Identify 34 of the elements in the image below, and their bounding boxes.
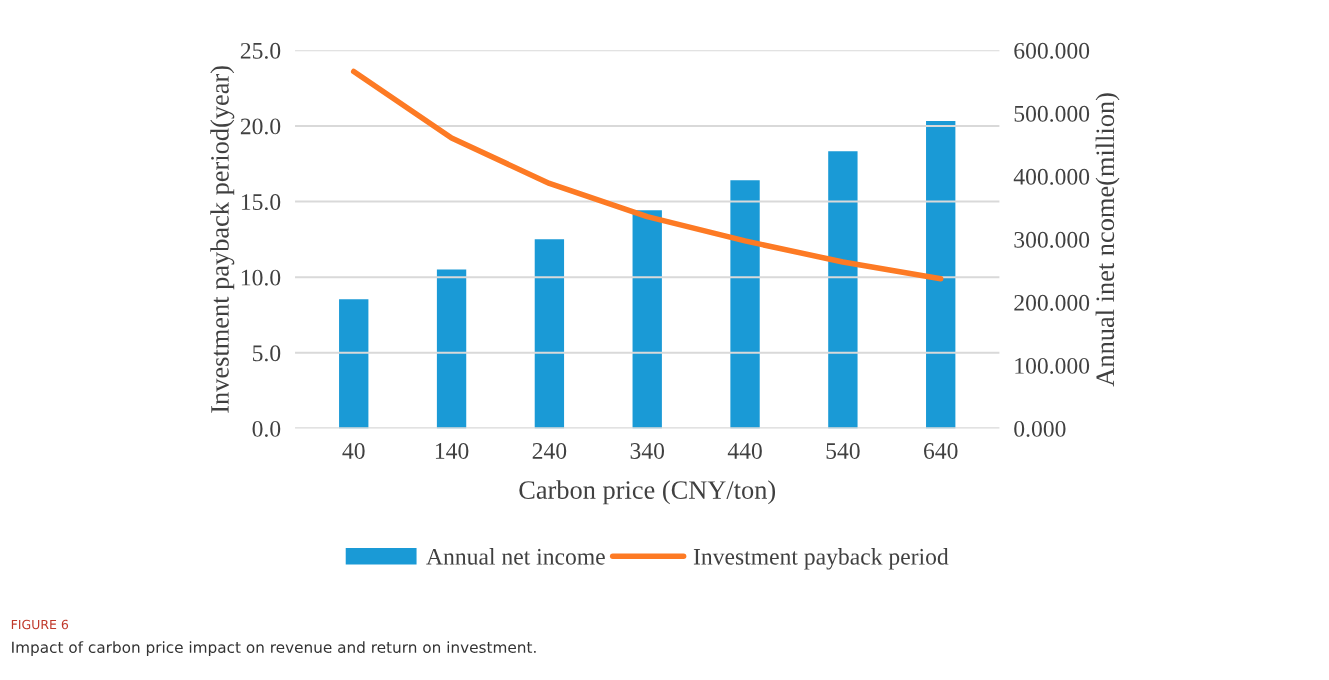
y2-tick-label: 0.000 [1014,420,1066,437]
y2-tick-label: 300.000 [1014,231,1090,248]
y-tick-label: 25.0 [240,42,281,59]
text: Impact of carbon price impact on revenue and return on investment. [12,641,536,656]
y2-tick-label: 100.000 [1015,357,1090,374]
caption: FIGURE 6 [11,619,69,630]
bar [534,239,565,429]
y-tick-label: 15.0 [241,194,281,211]
y-tick-label: 10.0 [241,269,281,286]
y-tick-label: 20.0 [240,118,281,135]
x-axis-title: Carbon price (CNY/ton) [519,480,776,505]
x-tick-label: 140 [435,442,469,459]
bar [828,151,858,429]
x-tick-label: 40 [342,442,365,459]
x-tick-label: 440 [727,442,762,459]
y-tick-label: 0.0 [252,420,281,437]
bar [926,120,956,429]
y2-tick-label: 400.000 [1013,168,1090,185]
x-tick-label: 340 [630,442,665,459]
x-tick-label: 240 [532,442,567,459]
bar [730,180,760,429]
x-tick-label: 540 [826,442,860,459]
bar [339,299,369,429]
y2-tick-label: 500.000 [1014,105,1090,122]
y-axis-title: Investment payback period(year) [210,66,235,413]
legend-label: Annual net income [426,548,605,565]
legend-label: Investment payback period [693,548,949,570]
bar [632,210,662,429]
y2-tick-label: 600.000 [1014,42,1090,59]
y2-tick-label: 200.000 [1014,294,1090,311]
bar [436,269,467,429]
x-tick-label: 640 [924,442,958,459]
y-tick-label: 5.0 [253,345,281,362]
y2-axis-title: Annual inet ncome(million) [1095,93,1120,387]
